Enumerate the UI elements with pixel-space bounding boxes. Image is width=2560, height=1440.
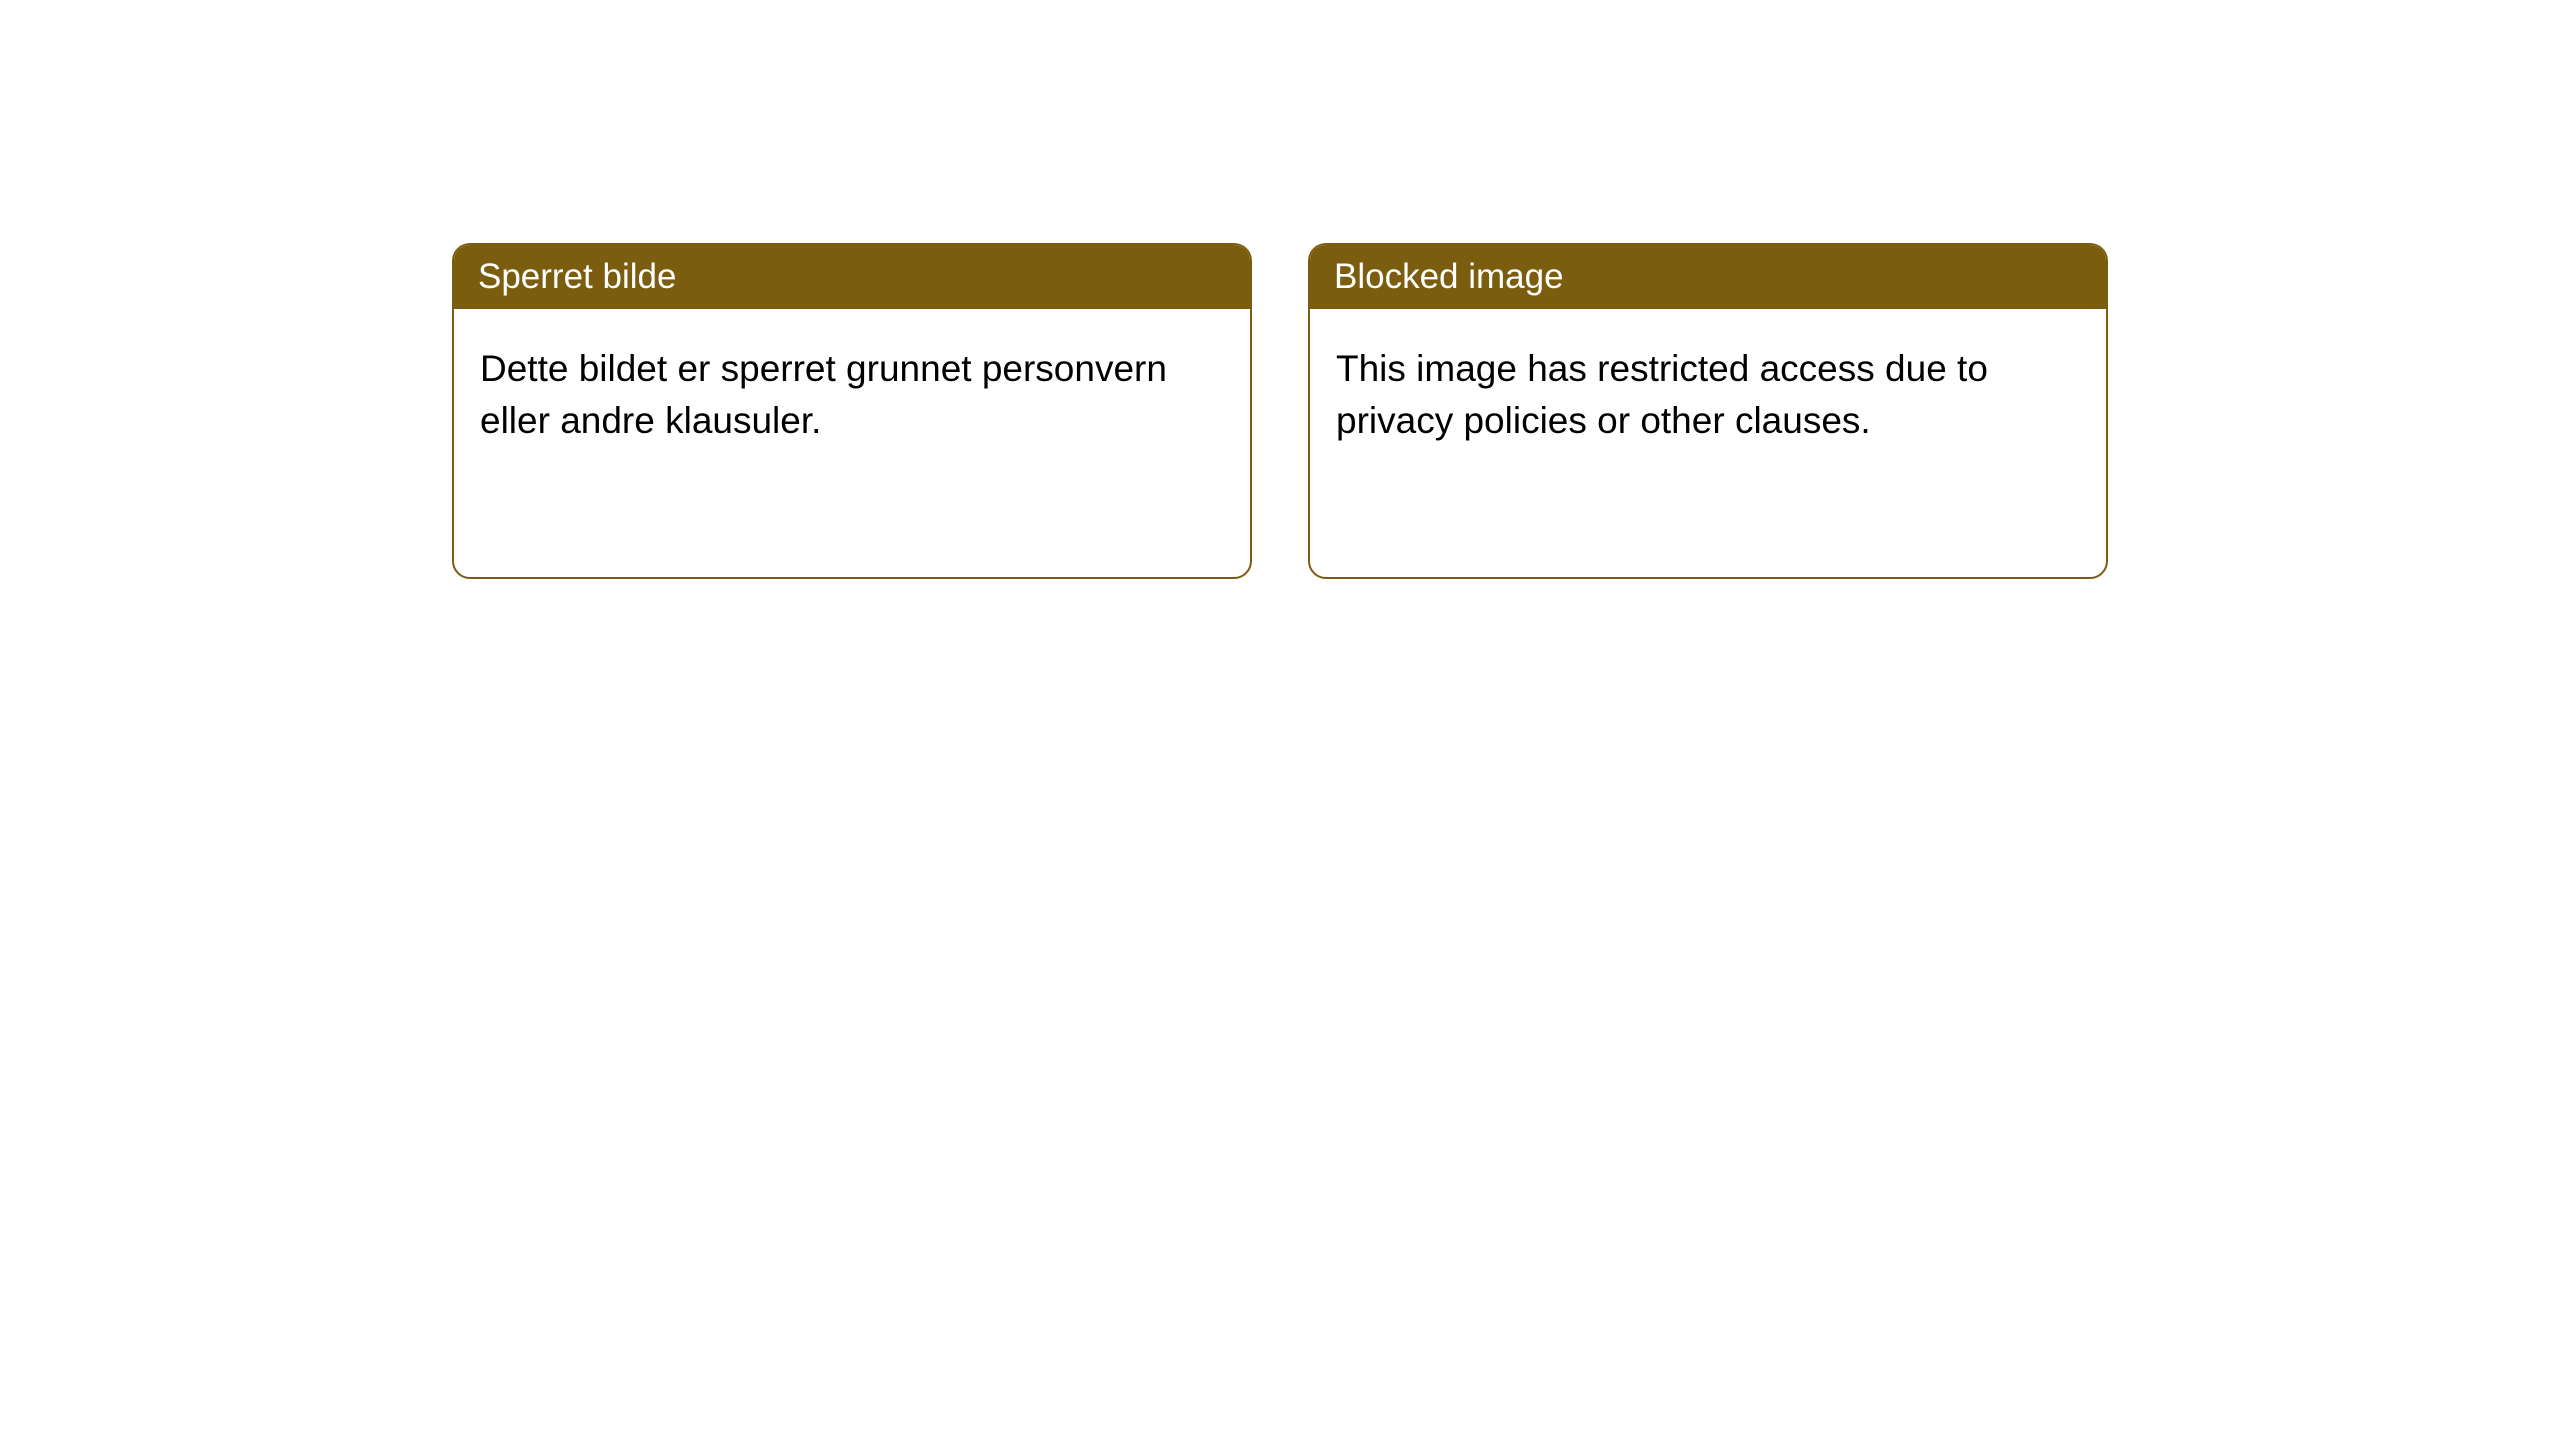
card-body-text: This image has restricted access due to … xyxy=(1336,348,1988,441)
card-header: Sperret bilde xyxy=(454,245,1250,309)
card-body-text: Dette bildet er sperret grunnet personve… xyxy=(480,348,1167,441)
card-title: Blocked image xyxy=(1334,257,1564,296)
notice-card-english: Blocked image This image has restricted … xyxy=(1308,243,2108,579)
card-header: Blocked image xyxy=(1310,245,2106,309)
notice-cards-container: Sperret bilde Dette bildet er sperret gr… xyxy=(452,243,2108,579)
card-body: This image has restricted access due to … xyxy=(1310,309,2106,577)
notice-card-norwegian: Sperret bilde Dette bildet er sperret gr… xyxy=(452,243,1252,579)
card-body: Dette bildet er sperret grunnet personve… xyxy=(454,309,1250,577)
card-title: Sperret bilde xyxy=(478,257,676,296)
